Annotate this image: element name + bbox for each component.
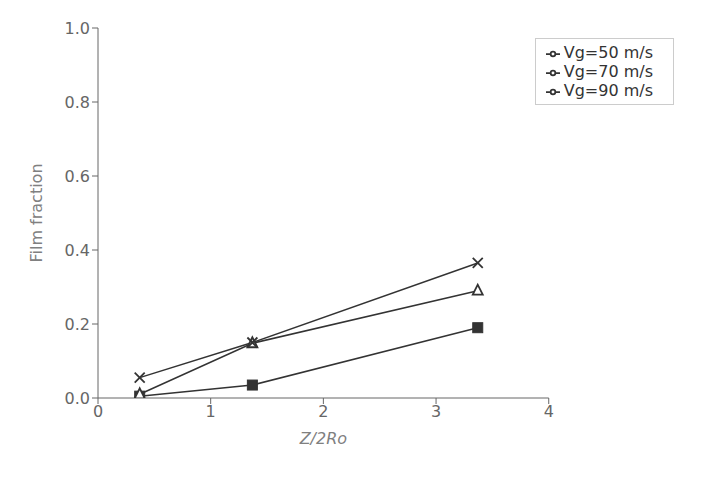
svg-text:2: 2 [318,402,328,421]
svg-text:4: 4 [544,402,554,421]
svg-text:3: 3 [431,402,441,421]
svg-text:1.0: 1.0 [65,19,90,38]
svg-text:0.6: 0.6 [65,167,90,186]
svg-text:0: 0 [93,402,103,421]
svg-text:0.8: 0.8 [65,93,90,112]
svg-text:Film fraction: Film fraction [27,163,46,262]
html-text:Vg=90 m/s: Vg=90 m/s [563,81,653,100]
html-text:Vg=70 m/s: Vg=70 m/s [563,62,653,81]
svg-text:0.0: 0.0 [65,389,90,408]
svg-text:1: 1 [206,402,216,421]
svg-text:0.2: 0.2 [65,315,90,334]
svg-text:Z/2Ro: Z/2Ro [299,429,348,448]
html-text:Vg=50 m/s: Vg=50 m/s [563,43,653,62]
svg-text:0.4: 0.4 [65,241,90,260]
